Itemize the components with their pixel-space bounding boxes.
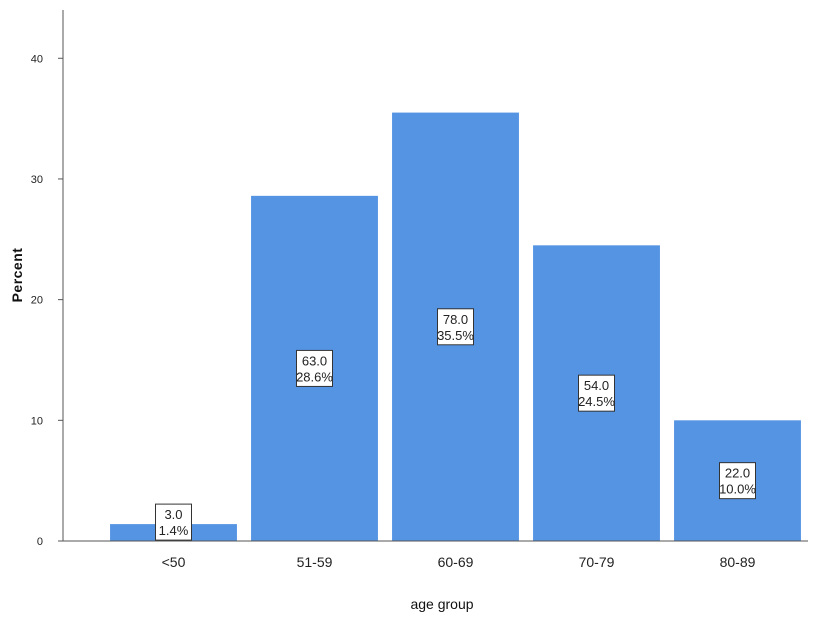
x-tick-label: 70-79 [579,554,615,570]
data-label-count: 54.0 [584,378,609,393]
data-label-percent: 24.5% [578,394,615,409]
data-label-count: 63.0 [302,353,327,368]
data-label-percent: 28.6% [296,369,333,384]
data-label-percent: 10.0% [719,482,756,497]
data-label-box [719,462,756,500]
y-tick-label: 10 [31,415,43,427]
data-label-box [296,349,333,387]
data-label-count: 3.0 [164,507,182,522]
y-axis-title: Percent [9,248,25,303]
data-label-count: 78.0 [443,312,468,327]
x-axis-title: age group [410,596,473,612]
data-label-box [578,374,615,412]
data-label-box [437,308,474,346]
data-label-percent: 35.5% [437,328,474,343]
x-tick-label: 80-89 [720,554,756,570]
y-tick-label: 30 [31,174,43,186]
data-label-count: 22.0 [725,466,750,481]
data-label-box [155,503,192,541]
y-tick-label: 0 [37,536,43,548]
y-ticks: 0 10 20 30 40 [31,53,63,548]
x-tick-labels: <50 51-59 60-69 70-79 80-89 [162,554,756,570]
y-tick-label: 20 [31,295,43,307]
data-label-percent: 1.4% [159,523,189,538]
x-tick-label: <50 [162,554,186,570]
y-tick-label: 40 [31,53,43,65]
data-labels: 3.01.4% 63.028.6% 78.035.5% 54.024.5% 22.010… [155,308,756,541]
x-tick-label: 60-69 [438,554,474,570]
x-tick-label: 51-59 [297,554,333,570]
